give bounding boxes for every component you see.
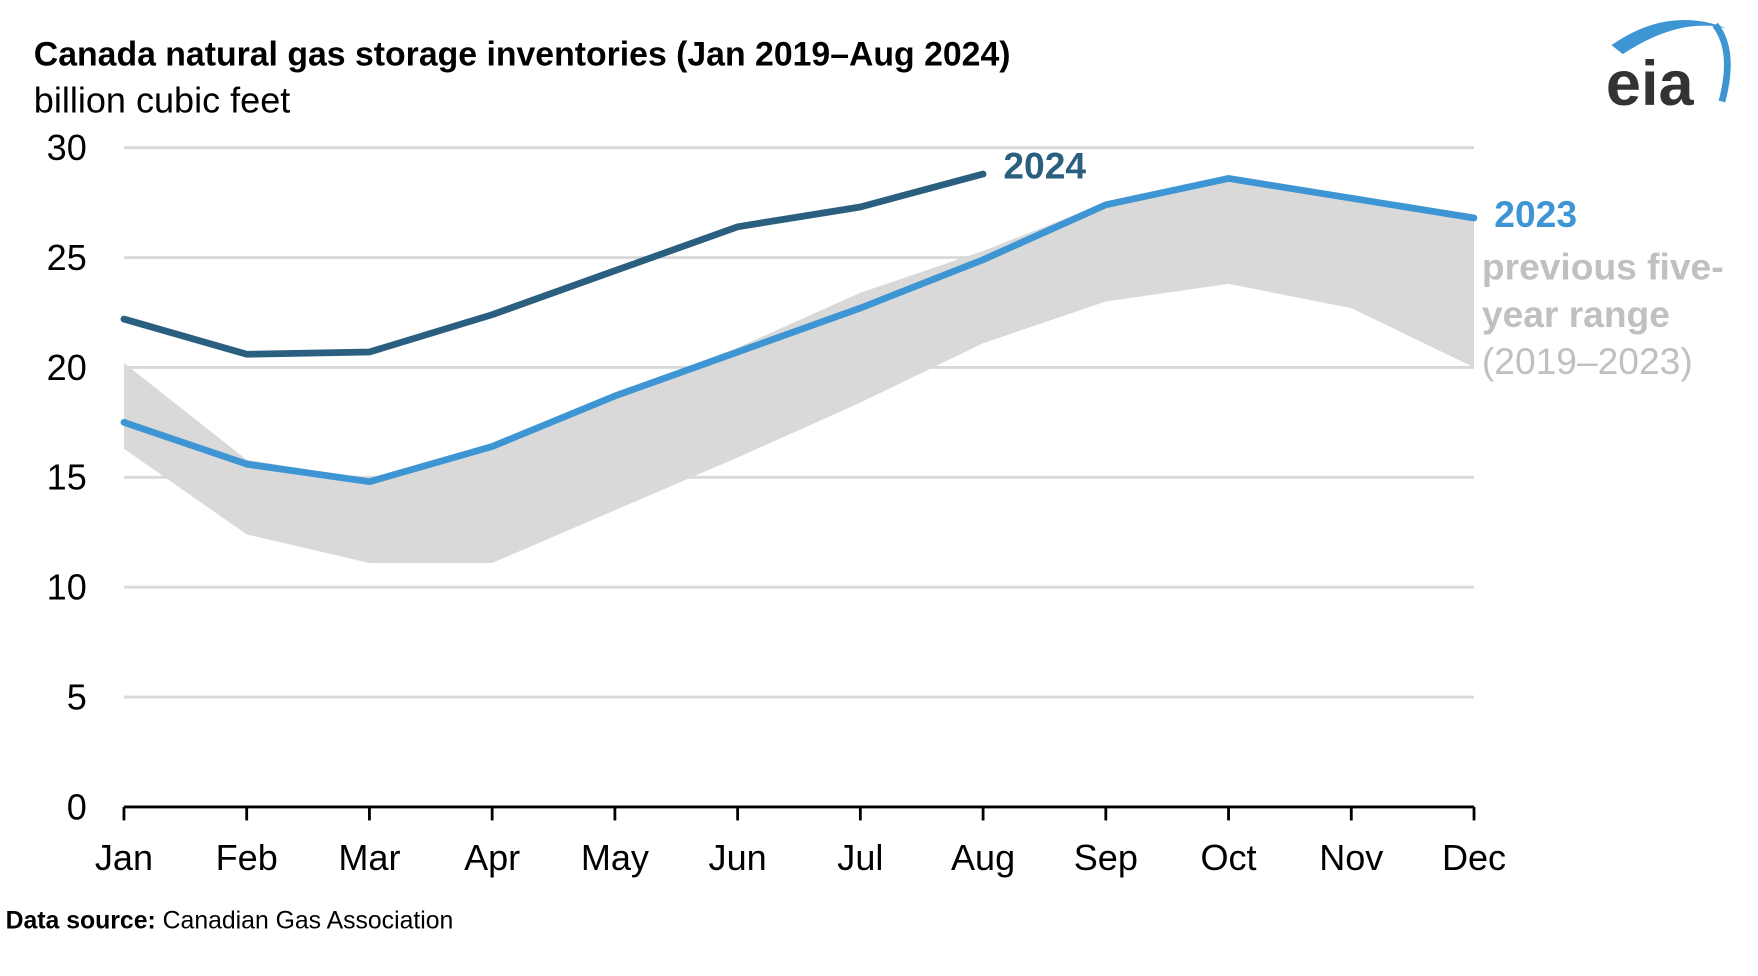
range-label: (2019–2023) — [1482, 340, 1693, 382]
logo-swoosh — [1611, 20, 1727, 55]
series-line-2023 — [120, 175, 1478, 486]
data-source: Data source: Canadian Gas Association — [6, 908, 454, 935]
range-label: year range — [1482, 293, 1670, 335]
x-tick-label: Jan — [95, 837, 153, 878]
series-label-2023: 2023 — [1494, 193, 1577, 235]
y-tick-label: 30 — [47, 127, 87, 168]
y-tick-label: 0 — [67, 786, 87, 827]
x-tick-label: May — [581, 837, 649, 878]
y-tick-label: 25 — [47, 237, 87, 278]
x-tick-label: Apr — [464, 837, 520, 878]
x-tick-label: Jun — [709, 837, 767, 878]
x-tick-label: Dec — [1442, 837, 1506, 878]
logo-text: eia — [1606, 49, 1695, 119]
x-tick-label: Jul — [837, 837, 883, 878]
x-tick-label: Sep — [1074, 837, 1138, 878]
y-tick-label: 20 — [47, 347, 87, 388]
x-tick-label: Nov — [1319, 837, 1383, 878]
eia-logo: eia — [1606, 20, 1731, 119]
y-tick-label: 15 — [47, 457, 87, 498]
x-tick-label: Mar — [338, 837, 400, 878]
x-tick-label: Oct — [1201, 837, 1257, 878]
series-label-2024: 2024 — [1003, 145, 1086, 187]
data-source-label: Data source: — [6, 908, 156, 935]
series-line-2024 — [120, 170, 987, 358]
range-band — [123, 178, 1475, 563]
chart-subtitle: billion cubic feet — [34, 80, 290, 121]
y-tick-label: 5 — [67, 676, 87, 717]
range-label: previous five- — [1482, 246, 1724, 288]
x-tick-label: Feb — [216, 837, 278, 878]
y-tick-label: 10 — [47, 567, 87, 608]
data-source-text: Canadian Gas Association — [156, 908, 454, 935]
x-tick-label: Aug — [951, 837, 1015, 878]
logo-arc — [1712, 22, 1731, 103]
chart-title: Canada natural gas storage inventories (… — [34, 35, 1011, 73]
